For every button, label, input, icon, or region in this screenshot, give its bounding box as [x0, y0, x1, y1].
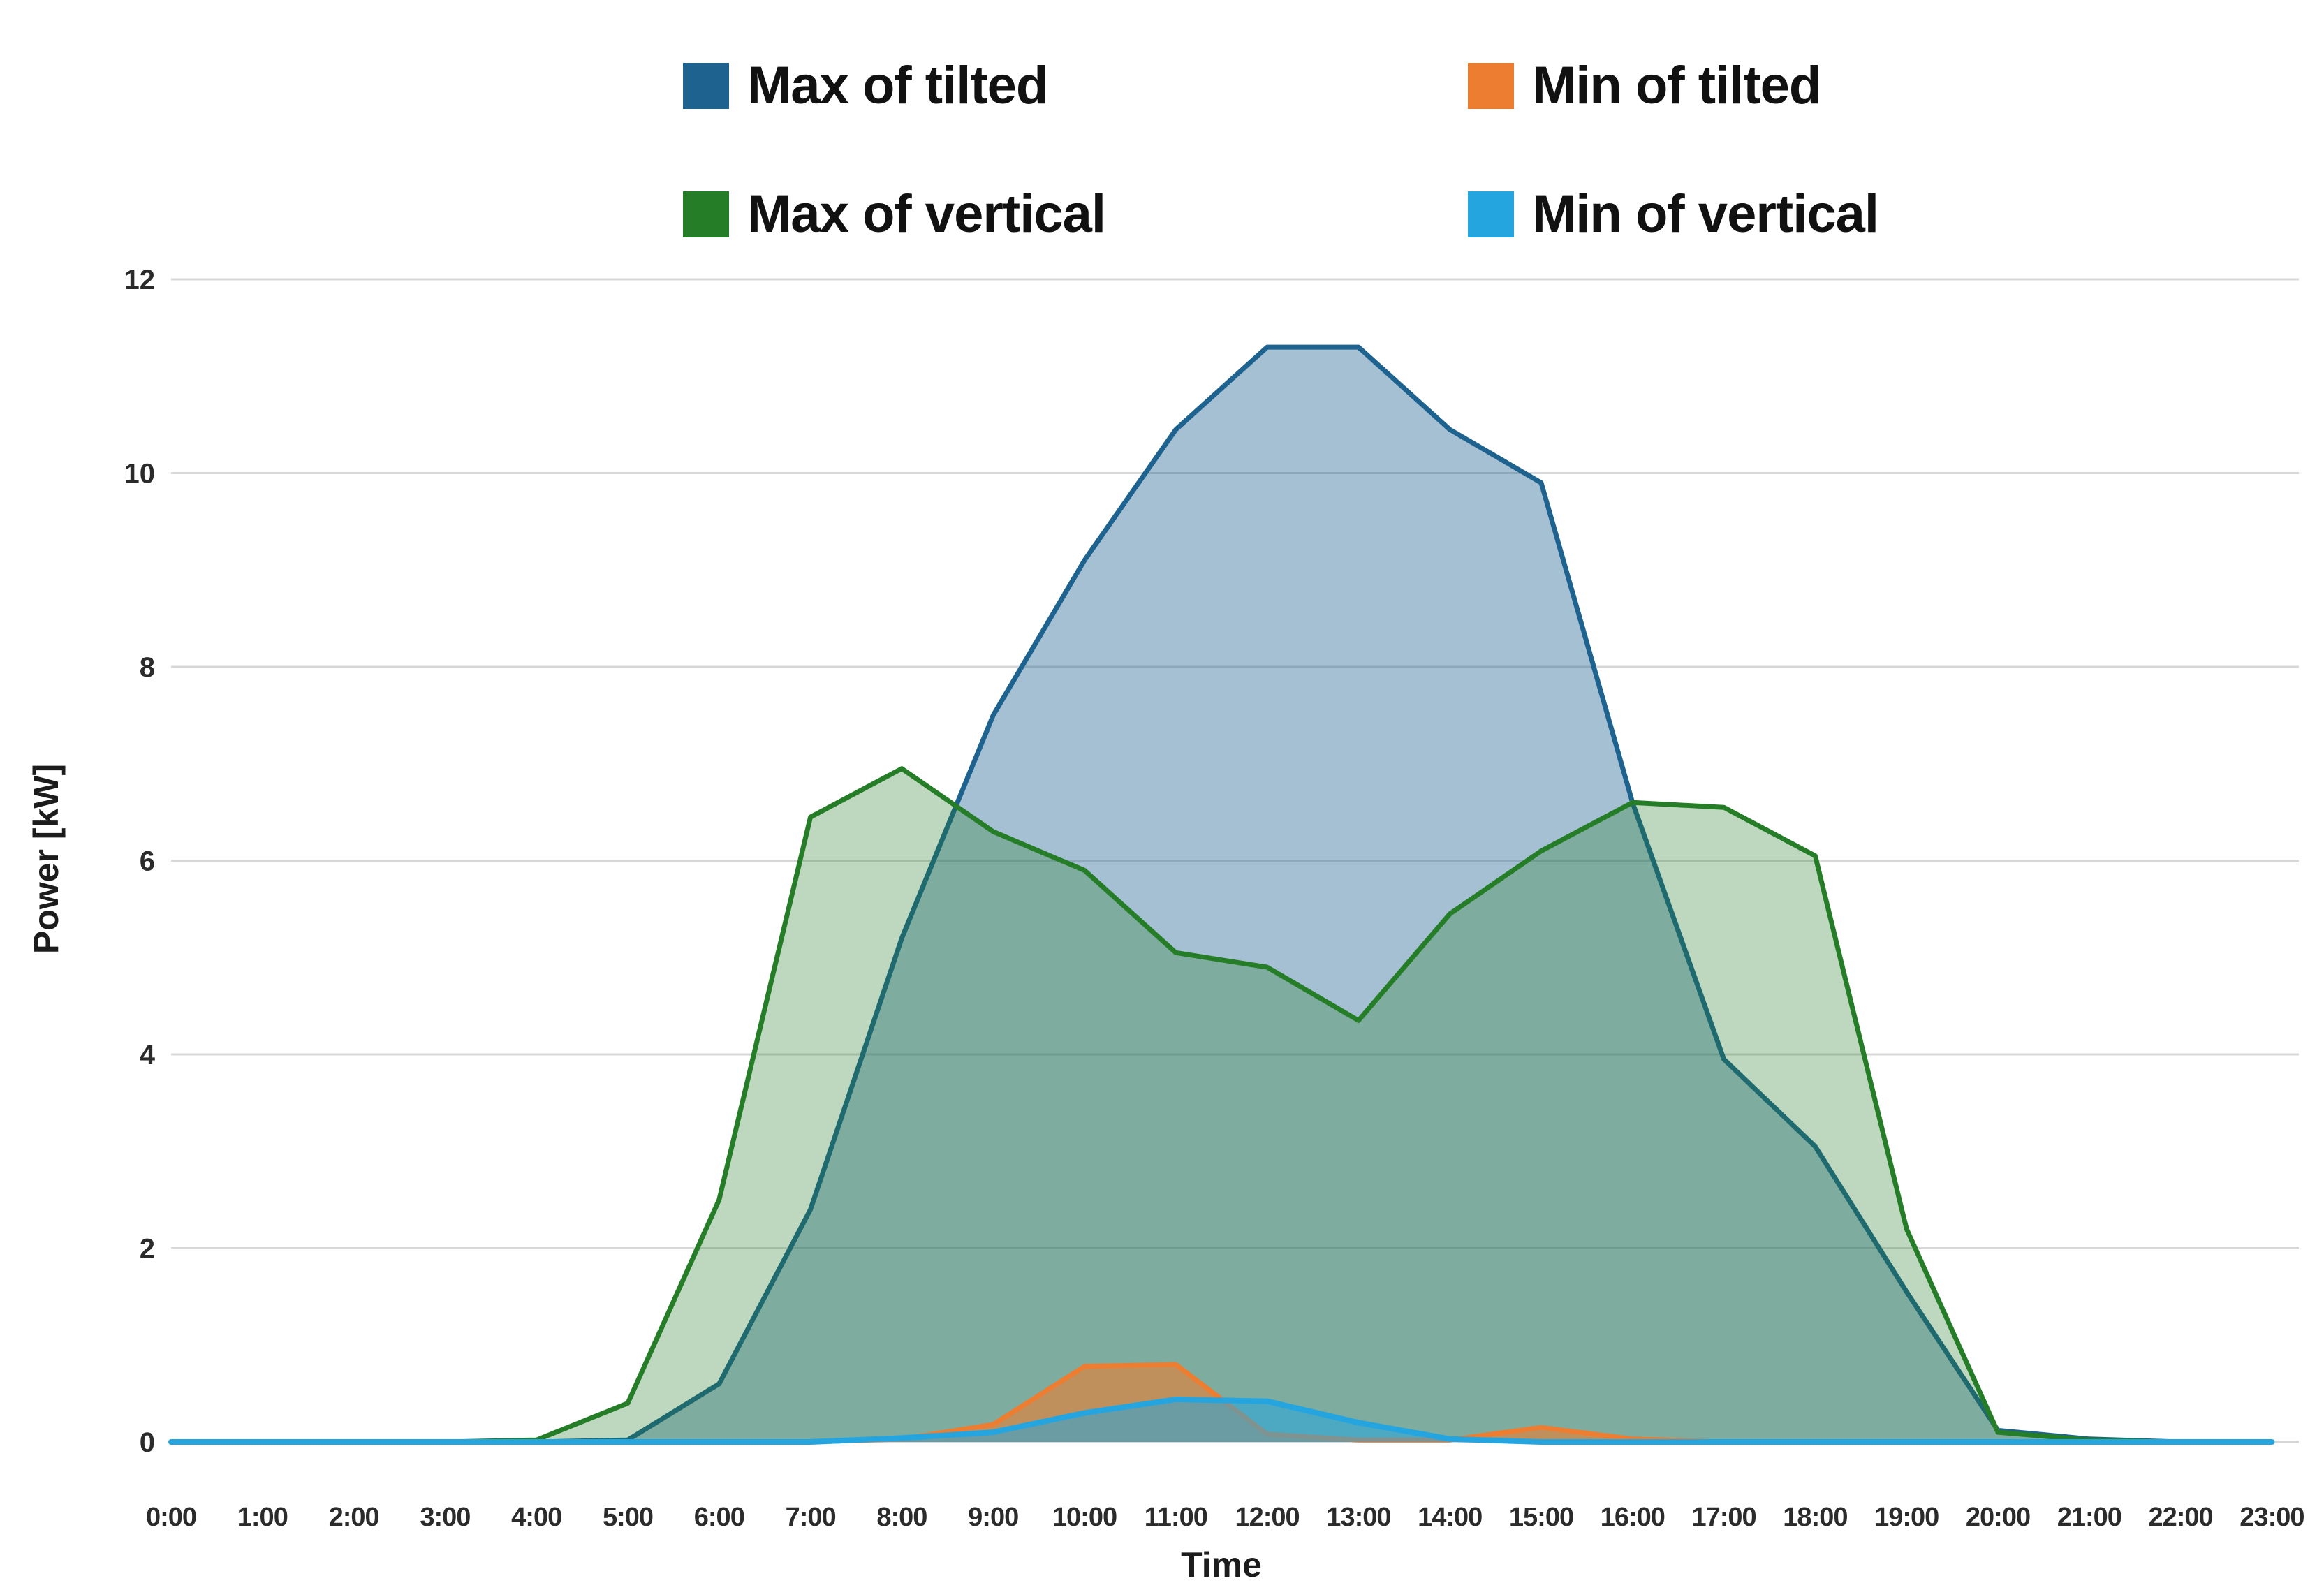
x-tick-label: 13:00	[1326, 1503, 1390, 1532]
legend-item-max-of-tilted: Max of tilted	[683, 54, 1048, 117]
x-tick-label: 18:00	[1783, 1503, 1847, 1532]
x-axis-title: Time	[1181, 1545, 1262, 1584]
x-tick-label: 7:00	[786, 1503, 836, 1532]
area-min-of-vertical	[171, 1399, 2272, 1442]
x-tick-label: 14:00	[1418, 1503, 1482, 1532]
line-min-of-vertical	[168, 1397, 2275, 1445]
x-tick-label: 11:00	[1145, 1503, 1207, 1532]
y-tick-label: 0	[140, 1427, 155, 1458]
legend-swatch-min-of-vertical	[1468, 191, 1514, 237]
legend-label-max-of-tilted: Max of tilted	[747, 56, 1048, 115]
area-max-of-vertical	[171, 768, 2272, 1442]
x-tick-label: 17:00	[1691, 1503, 1756, 1532]
legend-label-max-of-vertical: Max of vertical	[747, 184, 1106, 244]
legend-swatch-max-of-tilted	[683, 63, 729, 109]
x-tick-label: 21:00	[2057, 1503, 2121, 1532]
legend-item-min-of-vertical: Min of vertical	[1468, 183, 1879, 246]
legend-item-min-of-tilted: Min of tilted	[1468, 54, 1821, 117]
y-tick-label: 8	[140, 652, 155, 683]
x-tick-label: 15:00	[1509, 1503, 1573, 1532]
legend-swatch-max-of-vertical	[683, 191, 729, 237]
x-tick-label: 2:00	[329, 1503, 379, 1532]
x-tick-label: 6:00	[694, 1503, 744, 1532]
x-tick-label: 12:00	[1235, 1503, 1299, 1532]
x-tick-label: 19:00	[1874, 1503, 1939, 1532]
y-tick-label: 6	[140, 846, 155, 877]
x-tick-label: 9:00	[968, 1503, 1018, 1532]
area-max-of-tilted	[171, 347, 2272, 1443]
y-tick-label: 4	[140, 1040, 156, 1070]
x-tick-label: 22:00	[2148, 1503, 2212, 1532]
x-tick-label: 20:00	[1966, 1503, 2030, 1532]
y-tick-label: 10	[124, 459, 156, 489]
x-tick-label: 8:00	[876, 1503, 927, 1532]
legend-swatch-min-of-tilted	[1468, 63, 1514, 109]
legend-label-min-of-vertical: Min of vertical	[1532, 184, 1879, 244]
x-tick-label: 16:00	[1601, 1503, 1665, 1532]
x-tick-label: 3:00	[420, 1503, 470, 1532]
legend-label-min-of-tilted: Min of tilted	[1532, 56, 1821, 115]
x-tick-label: 4:00	[511, 1503, 561, 1532]
y-tick-label: 2	[140, 1234, 155, 1265]
y-axis-title: Power [kW]	[27, 763, 66, 955]
y-tick-label: 12	[124, 265, 156, 295]
x-tick-label: 5:00	[603, 1503, 653, 1532]
legend-item-max-of-vertical: Max of vertical	[683, 183, 1106, 246]
x-tick-label: 23:00	[2240, 1503, 2304, 1532]
x-tick-label: 0:00	[146, 1503, 196, 1532]
x-tick-label: 10:00	[1052, 1503, 1117, 1532]
x-tick-label: 1:00	[237, 1503, 288, 1532]
